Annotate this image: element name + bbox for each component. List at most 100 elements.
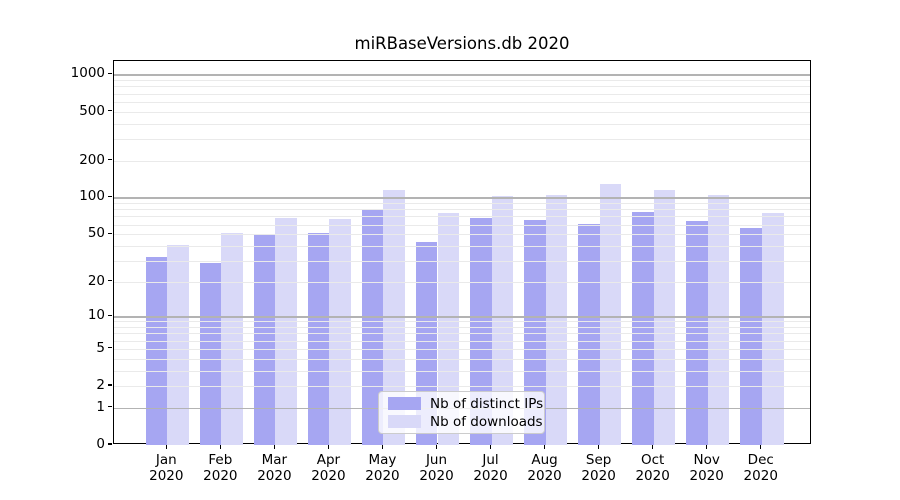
legend-entry-distinct-ips: Nb of distinct IPs xyxy=(388,397,543,411)
gridline-y-4 xyxy=(114,358,810,360)
gridline-y-60 xyxy=(114,224,810,226)
bar-feb-distinct-ips xyxy=(199,262,222,445)
gridline-y-5 xyxy=(114,348,810,350)
x-tick-label-feb: Feb 2020 xyxy=(190,452,250,484)
y-tick-label-1: 1 xyxy=(96,398,105,415)
bar-mar-distinct-ips xyxy=(253,235,276,445)
legend-label-distinct-ips: Nb of distinct IPs xyxy=(430,395,544,412)
gridline-y-70 xyxy=(114,216,810,218)
gridline-y-40 xyxy=(114,245,810,247)
y-tick-5 xyxy=(108,347,112,349)
y-tick-label-2: 2 xyxy=(96,377,105,394)
x-tick-label-aug: Aug 2020 xyxy=(515,452,575,484)
grid-layer xyxy=(114,61,810,443)
bar-mar-downloads xyxy=(275,217,298,445)
x-tick-year-dec: 2020 xyxy=(743,468,778,484)
y-tick-0 xyxy=(108,443,112,445)
bar-nov-downloads xyxy=(707,195,730,445)
bar-jul-downloads xyxy=(491,195,514,445)
gridline-y-100 xyxy=(114,197,810,199)
plot-area xyxy=(113,60,811,445)
gridline-y-6 xyxy=(114,340,810,342)
gridline-y-20 xyxy=(114,281,810,283)
y-tick-100 xyxy=(108,195,112,198)
y-tick-20 xyxy=(108,280,112,282)
x-tick-label-jun: Jun 2020 xyxy=(407,452,467,484)
x-tick-jun xyxy=(435,445,438,449)
x-tick-year-nov: 2020 xyxy=(689,468,724,484)
y-tick-200 xyxy=(108,158,112,161)
gridline-y-700 xyxy=(114,93,810,95)
gridline-y-2 xyxy=(114,386,810,388)
x-tick-year-aug: 2020 xyxy=(527,468,562,484)
gridline-y-9 xyxy=(114,321,810,323)
x-tick-label-apr: Apr 2020 xyxy=(298,452,358,484)
bar-aug-distinct-ips xyxy=(523,220,546,445)
x-tick-year-sep: 2020 xyxy=(581,468,616,484)
x-tick-year-apr: 2020 xyxy=(311,468,346,484)
gridline-y-7 xyxy=(114,333,810,335)
y-tick-500 xyxy=(108,109,112,112)
x-tick-label-dec: Dec 2020 xyxy=(731,452,791,484)
y-tick-label-5: 5 xyxy=(96,339,105,356)
gridline-y-200 xyxy=(114,160,810,162)
bar-sep-downloads xyxy=(599,183,622,445)
y-tick-label-20: 20 xyxy=(87,272,105,289)
gridline-y-500 xyxy=(114,111,810,113)
y-tick-label-1000: 1000 xyxy=(70,65,105,82)
y-tick-2 xyxy=(108,384,112,386)
x-tick-oct xyxy=(652,445,654,449)
x-tick-label-jan: Jan 2020 xyxy=(136,452,196,484)
bar-jan-downloads xyxy=(167,244,190,445)
gridline-y-50 xyxy=(114,234,810,236)
legend: Nb of distinct IPs Nb of downloads xyxy=(378,391,545,434)
gridline-y-10 xyxy=(114,316,810,318)
y-tick-1 xyxy=(108,406,112,408)
y-tick-label-50: 50 xyxy=(87,225,105,242)
gridline-y-90 xyxy=(114,203,810,205)
x-tick-jul xyxy=(489,445,492,449)
legend-entry-downloads: Nb of downloads xyxy=(388,415,543,429)
x-tick-year-may: 2020 xyxy=(365,468,400,484)
gridline-y-800 xyxy=(114,86,810,88)
x-tick-sep xyxy=(598,445,600,449)
x-tick-year-feb: 2020 xyxy=(203,468,238,484)
x-tick-feb xyxy=(219,445,221,449)
x-tick-mar xyxy=(273,445,275,449)
gridline-y-900 xyxy=(114,80,810,82)
x-tick-year-mar: 2020 xyxy=(257,468,292,484)
legend-label-downloads: Nb of downloads xyxy=(430,413,543,430)
x-tick-dec xyxy=(760,445,762,449)
y-tick-label-500: 500 xyxy=(79,102,105,119)
gridline-y-8 xyxy=(114,327,810,329)
y-tick-label-100: 100 xyxy=(79,188,105,205)
x-tick-label-may: May 2020 xyxy=(352,452,412,484)
y-tick-label-10: 10 xyxy=(87,307,105,324)
x-tick-year-jan: 2020 xyxy=(149,468,184,484)
x-tick-jan xyxy=(165,445,167,449)
x-tick-year-oct: 2020 xyxy=(635,468,670,484)
x-tick-apr xyxy=(327,445,329,449)
x-tick-label-nov: Nov 2020 xyxy=(677,452,737,484)
chart-title: miRBaseVersions.db 2020 xyxy=(354,34,570,53)
gridline-y-400 xyxy=(114,123,810,125)
gridline-y-1000 xyxy=(114,74,810,76)
bar-apr-distinct-ips xyxy=(307,233,330,445)
y-tick-50 xyxy=(108,232,112,234)
y-tick-label-200: 200 xyxy=(79,151,105,168)
x-tick-label-oct: Oct 2020 xyxy=(623,452,683,484)
bar-apr-downloads xyxy=(329,219,352,445)
bar-aug-downloads xyxy=(545,194,568,445)
y-tick-1000 xyxy=(108,72,112,75)
x-tick-aug xyxy=(543,445,546,449)
legend-swatch-distinct-ips xyxy=(388,397,421,410)
x-tick-label-sep: Sep 2020 xyxy=(569,452,629,484)
gridline-y-600 xyxy=(114,101,810,103)
x-tick-nov xyxy=(706,445,708,449)
x-tick-may xyxy=(381,445,384,449)
y-tick-10 xyxy=(108,314,112,316)
legend-swatch-downloads xyxy=(388,415,421,428)
y-tick-label-0: 0 xyxy=(96,436,105,452)
x-tick-year-jun: 2020 xyxy=(419,468,454,484)
gridline-y-300 xyxy=(114,138,810,140)
